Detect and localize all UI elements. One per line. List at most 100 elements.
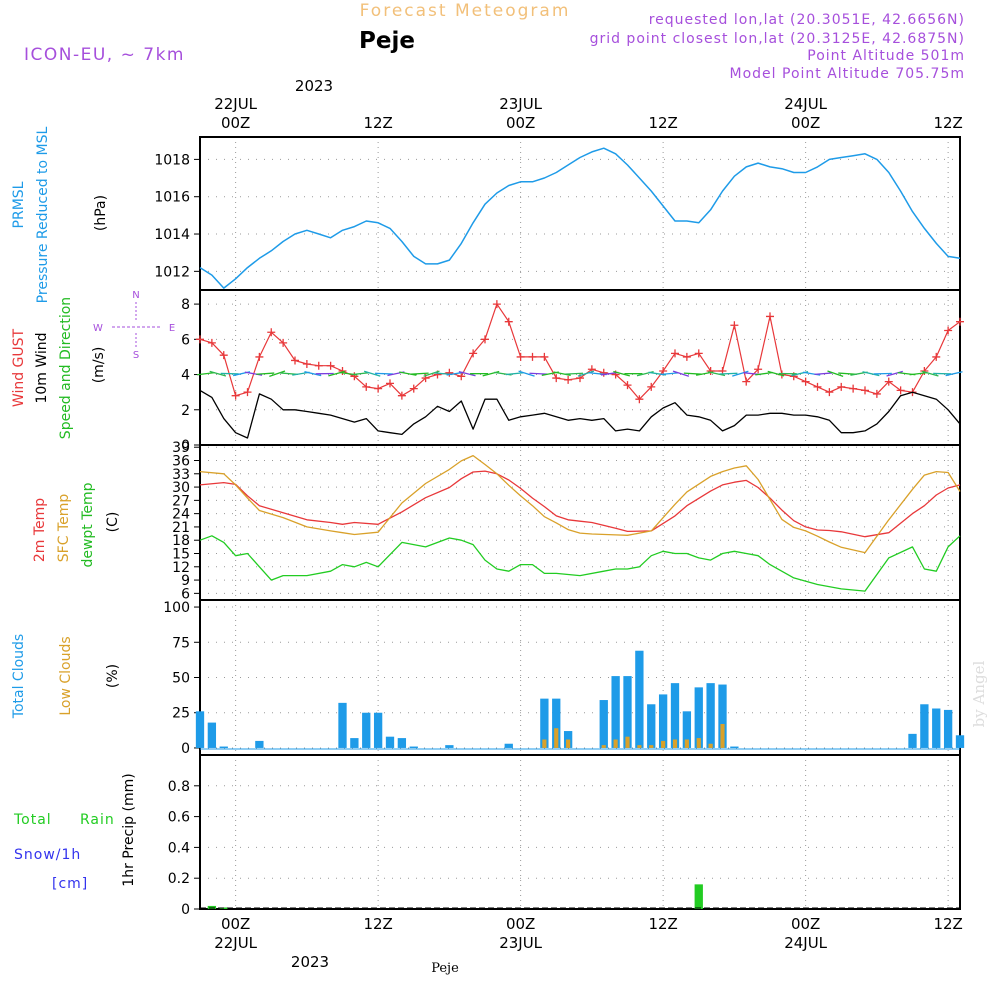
y-tick-label: 1012 bbox=[154, 264, 190, 280]
gust-marker bbox=[861, 386, 869, 395]
y-tick-label: 30 bbox=[172, 480, 190, 496]
y-tick-label: 0.6 bbox=[168, 810, 190, 826]
low-cloud-bar bbox=[708, 743, 713, 748]
gust-marker bbox=[255, 352, 264, 361]
gust-marker bbox=[326, 361, 335, 370]
gust-marker bbox=[504, 317, 513, 326]
total-cloud-bar bbox=[718, 684, 727, 748]
direction-arrow bbox=[922, 370, 939, 377]
total-cloud-bar bbox=[397, 738, 407, 748]
cloud-label-2: Low Clouds bbox=[58, 636, 74, 715]
top-date-label: 22JUL bbox=[214, 95, 257, 113]
total-cloud-bar bbox=[647, 704, 656, 748]
low-cloud-bar bbox=[637, 745, 642, 748]
direction-arrow bbox=[197, 371, 215, 376]
direction-arrow bbox=[518, 370, 535, 377]
low-cloud-bar bbox=[566, 739, 571, 748]
panel-frame bbox=[199, 289, 961, 446]
temp-2m-line bbox=[199, 470, 961, 538]
direction-arrow bbox=[613, 370, 630, 377]
gust-marker bbox=[682, 352, 691, 361]
direction-arrow bbox=[399, 371, 417, 376]
gust-marker bbox=[528, 352, 537, 361]
compass-w: W bbox=[93, 323, 103, 334]
direction-arrow bbox=[672, 370, 690, 377]
gust-marker bbox=[362, 382, 371, 391]
cloud-unit: (%) bbox=[105, 664, 121, 688]
credit-watermark: by Angel bbox=[970, 660, 988, 727]
total-cloud-bar bbox=[635, 650, 644, 748]
gust-marker bbox=[635, 395, 644, 404]
model-label: ICON-EU, ~ 7km bbox=[24, 45, 185, 65]
direction-arrow bbox=[553, 371, 571, 377]
panel-frame bbox=[199, 444, 961, 601]
y-tick-label: 1018 bbox=[154, 152, 190, 168]
wind-gust-markers bbox=[196, 300, 964, 404]
compass-s: S bbox=[133, 350, 139, 361]
gust-marker bbox=[706, 367, 715, 376]
wind-panel-labels: Wind GUST 10m Wind Speed and Direction (… bbox=[11, 290, 175, 439]
temp-label-2: SFC Temp bbox=[56, 494, 72, 563]
total-cloud-bar bbox=[385, 736, 395, 748]
total-cloud-bar bbox=[338, 702, 347, 748]
wind-label-3: Speed and Direction bbox=[58, 297, 74, 439]
direction-arrow bbox=[363, 370, 381, 377]
bottom-hour-label: 00Z bbox=[221, 915, 250, 933]
requested-coords: requested lon,lat (20.3051E, 42.6656N) bbox=[649, 12, 965, 28]
total-cloud-bar bbox=[207, 722, 217, 748]
direction-arrow bbox=[909, 371, 928, 376]
direction-arrow bbox=[767, 370, 785, 377]
direction-arrow bbox=[827, 370, 844, 377]
gust-marker bbox=[302, 359, 311, 368]
gust-marker bbox=[730, 321, 739, 330]
gust-marker bbox=[469, 349, 478, 358]
total-cloud-bar bbox=[445, 745, 454, 748]
panel-pressure: 1012 1014 1016 1018 bbox=[154, 136, 961, 291]
y-tick-label: 24 bbox=[172, 507, 190, 523]
direction-arrow bbox=[505, 372, 524, 376]
pressure-label-2: Pressure Reduced to MSL bbox=[35, 126, 51, 303]
panel-clouds: 0 25 50 75 100 bbox=[163, 599, 961, 757]
gust-marker bbox=[386, 379, 394, 388]
compass-rose: N S W E bbox=[93, 290, 175, 361]
total-cloud-bar bbox=[682, 711, 692, 748]
y-tick-label: 9 bbox=[181, 573, 190, 589]
y-tick-label: 0 bbox=[181, 902, 190, 918]
gust-marker bbox=[279, 338, 288, 347]
direction-arrow bbox=[375, 372, 394, 375]
low-cloud-bar bbox=[720, 724, 725, 748]
cloud-bars bbox=[195, 650, 965, 749]
gust-marker bbox=[540, 352, 549, 361]
low-cloud-bar bbox=[554, 728, 559, 748]
y-tick-label: 18 bbox=[172, 533, 190, 549]
gust-marker bbox=[196, 335, 204, 344]
top-hour-label: 12Z bbox=[933, 114, 962, 132]
panel-precip: 0 0.2 0.4 0.6 0.8 bbox=[168, 754, 961, 918]
direction-arrow bbox=[304, 371, 322, 377]
temp-dewpt-line bbox=[199, 535, 961, 592]
gust-marker bbox=[219, 351, 228, 360]
gust-marker bbox=[837, 382, 846, 391]
direction-arrow bbox=[577, 370, 595, 377]
wind-gust-line bbox=[199, 303, 961, 400]
gust-marker bbox=[956, 317, 964, 326]
gust-marker bbox=[350, 372, 359, 381]
precip-label-total: Total bbox=[13, 812, 52, 828]
gust-marker bbox=[647, 382, 656, 391]
pressure-label-1: PRMSL bbox=[11, 181, 27, 228]
gust-marker bbox=[884, 377, 893, 386]
direction-arrow bbox=[862, 371, 880, 377]
wind-unit: (m/s) bbox=[91, 347, 107, 384]
low-cloud-bar bbox=[601, 745, 606, 748]
temp-panel-labels: 2m Temp SFC Temp dewpt Temp (C) bbox=[32, 482, 121, 567]
chart-title: Forecast Meteogram bbox=[360, 1, 571, 21]
total-cloud-bar bbox=[730, 746, 739, 749]
y-tick-label: 0.2 bbox=[168, 871, 190, 887]
top-hour-label: 00Z bbox=[506, 114, 535, 132]
compass-n: N bbox=[132, 290, 139, 301]
gust-marker bbox=[492, 300, 501, 309]
total-cloud-bar bbox=[599, 700, 608, 748]
total-cloud-bar bbox=[219, 746, 228, 749]
direction-arrow bbox=[732, 370, 749, 377]
